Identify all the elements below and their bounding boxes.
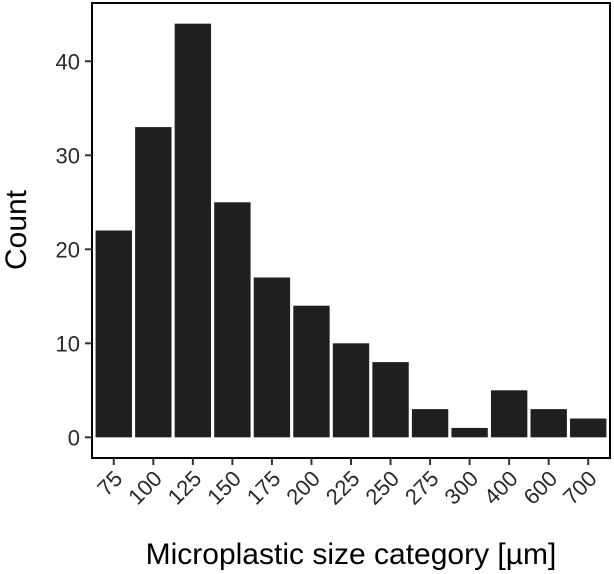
- y-tick-label: 0: [68, 425, 80, 450]
- y-tick-label: 10: [56, 331, 80, 356]
- bar-300: [451, 427, 488, 438]
- bar-200: [293, 305, 330, 438]
- x-tick-label: 175: [242, 466, 286, 510]
- x-axis-title: Microplastic size category [µm]: [146, 538, 557, 571]
- bar-225: [332, 343, 370, 438]
- x-tick-label: 125: [163, 466, 207, 510]
- x-tick-label: 700: [558, 466, 602, 510]
- bar-75: [95, 230, 132, 438]
- x-tick-label: 250: [360, 466, 404, 510]
- x-tick-label: 300: [440, 466, 484, 510]
- x-tick-label: 400: [479, 466, 523, 510]
- bar-150: [214, 202, 251, 438]
- bar-100: [135, 127, 172, 438]
- bar-175: [253, 277, 291, 438]
- bar-250: [372, 362, 409, 438]
- y-axis-title: Count: [0, 189, 33, 270]
- bar-600: [530, 409, 567, 438]
- y-tick-label: 30: [56, 143, 80, 168]
- bar-275: [411, 409, 449, 438]
- y-axis: 0 10 20 30 40: [56, 49, 92, 450]
- x-tick-label: 225: [321, 466, 365, 510]
- y-tick-label: 20: [56, 237, 80, 262]
- x-tick-label: 100: [123, 466, 167, 510]
- x-tick-label: 150: [202, 466, 246, 510]
- bar-400: [490, 390, 528, 438]
- bar-700: [570, 418, 607, 438]
- bars-group: [95, 23, 607, 438]
- y-tick-label: 40: [56, 49, 80, 74]
- x-tick-label: 75: [92, 466, 127, 501]
- x-tick-label: 200: [281, 466, 325, 510]
- bar-125: [174, 23, 212, 438]
- x-tick-label: 275: [400, 466, 444, 510]
- x-tick-label: 600: [519, 466, 563, 510]
